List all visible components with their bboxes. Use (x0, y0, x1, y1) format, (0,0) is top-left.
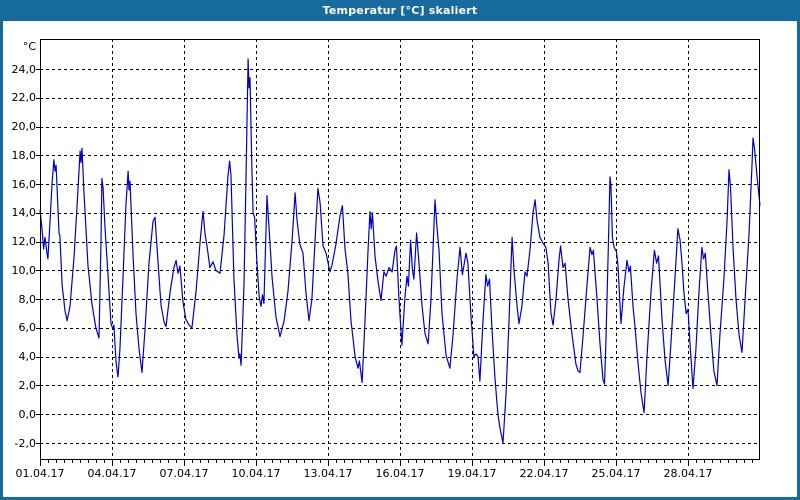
y-tick-label: 8,0 (18, 292, 37, 306)
window-titlebar[interactable]: Temperatur [°C] skaliert (0, 0, 800, 21)
x-tick-label: 19.04.17 (447, 467, 497, 480)
x-tick-label: 22.04.17 (519, 467, 569, 480)
y-tick-label: -2,0 (14, 436, 36, 450)
y-tick-label: 16,0 (11, 177, 37, 191)
y-tick-label: 2,0 (18, 378, 37, 392)
y-tick-label: 20,0 (11, 120, 37, 134)
x-tick-label: 07.04.17 (159, 467, 209, 480)
plot-border (40, 39, 760, 460)
x-tick-label: 01.04.17 (15, 467, 65, 480)
x-tick-label: 10.04.17 (231, 467, 281, 480)
y-tick-label: 0,0 (18, 407, 37, 421)
x-tick-label: 04.04.17 (87, 467, 137, 480)
temperature-line-chart (36, 39, 761, 466)
x-tick-label: 28.04.17 (663, 467, 713, 480)
window-title: Temperatur [°C] skaliert (322, 4, 478, 17)
y-tick-label: 22,0 (11, 91, 37, 105)
y-tick-label: 14,0 (11, 206, 37, 220)
series-line-temperatur (39, 58, 761, 444)
chart-area: °C 24,0 22,0 20,0 18,0 16,0 14,0 12,0 10,0 8,0 6,… (3, 21, 797, 497)
y-tick-label: 24,0 (11, 62, 37, 76)
y-tick-label: 10,0 (11, 263, 37, 277)
y-tick-label: 12,0 (11, 235, 37, 249)
y-axis-unit-label: °C (22, 40, 36, 53)
x-tick-label: 16.04.17 (375, 467, 425, 480)
y-tick-label: 6,0 (18, 321, 37, 335)
x-tick-label: 13.04.17 (303, 467, 353, 480)
y-tick-label: 18,0 (11, 148, 37, 162)
y-tick-label: 4,0 (18, 350, 37, 364)
x-tick-label: 25.04.17 (591, 467, 641, 480)
